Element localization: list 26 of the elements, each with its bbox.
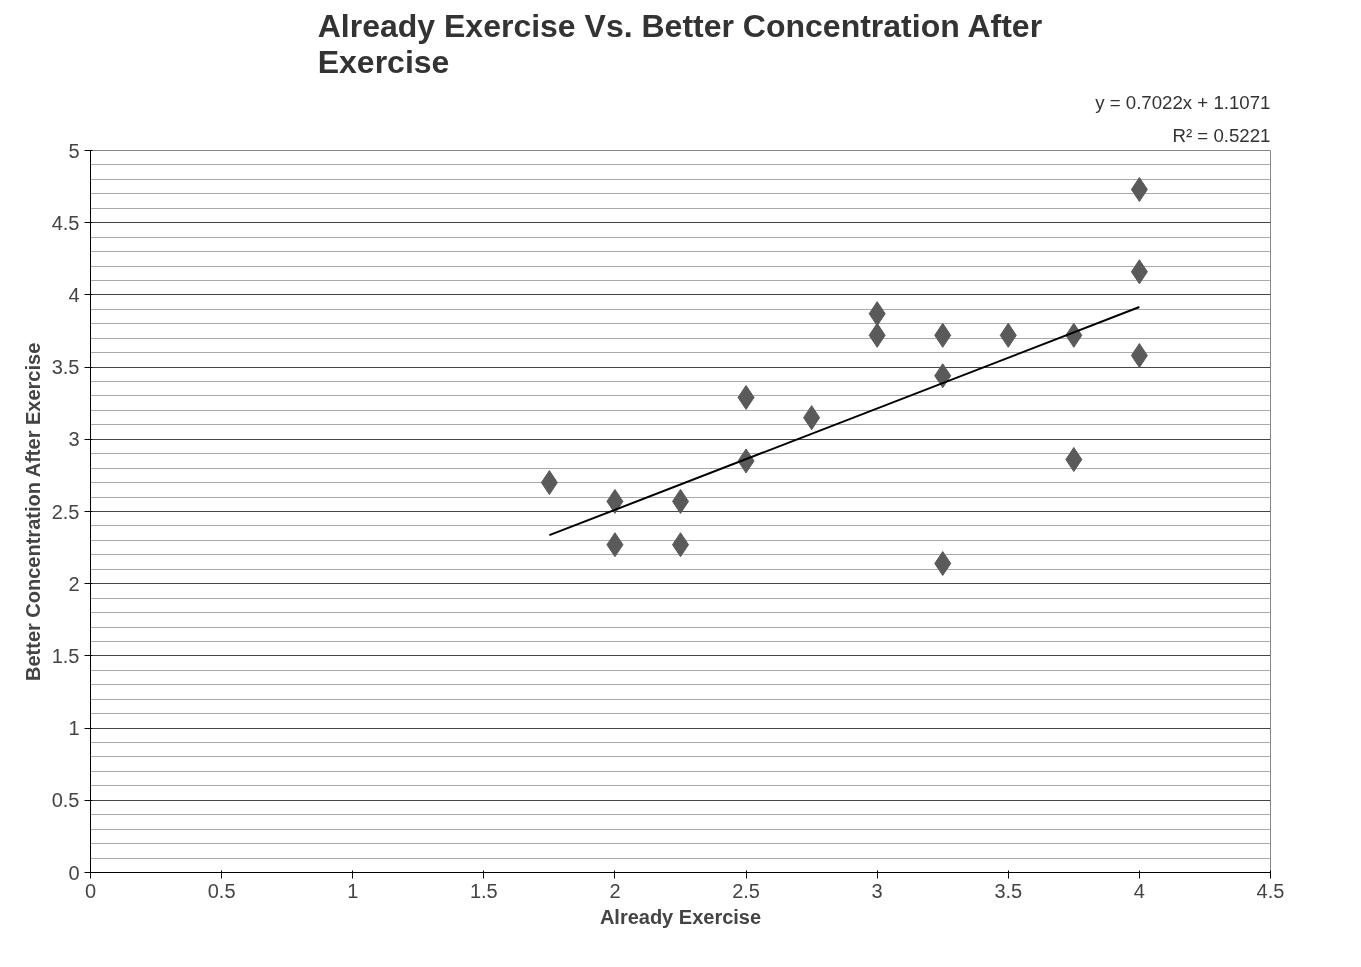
x-tick-label: 0.5 xyxy=(207,879,236,902)
y-tick-label: 2 xyxy=(68,572,80,595)
y-tick-label: 0 xyxy=(68,861,80,884)
x-axis-title: Already Exercise xyxy=(599,905,762,928)
x-tick-label: 1 xyxy=(347,879,359,902)
x-tick-label: 3 xyxy=(871,879,883,902)
y-tick-label: 3.5 xyxy=(51,356,80,379)
text: R² = 0.5221 xyxy=(1172,124,1271,146)
y-tick-label: 3 xyxy=(68,428,80,451)
y-tick-label: 5 xyxy=(68,139,80,162)
text: y = 0.7022x + 1.1071 xyxy=(1095,91,1271,113)
y-tick-label: 2.5 xyxy=(51,500,80,523)
x-tick-label: 2 xyxy=(609,879,621,902)
y-tick-label: 1.5 xyxy=(51,644,80,667)
x-tick-label: 4.5 xyxy=(1256,879,1285,902)
y-axis-title: Better Concentration After Exercise xyxy=(21,342,44,681)
y-tick-label: 4 xyxy=(68,283,80,306)
y-tick-label: 1 xyxy=(68,717,80,740)
x-tick-label: 3.5 xyxy=(994,879,1023,902)
y-tick-label: 0.5 xyxy=(51,789,80,812)
x-tick-label: 4 xyxy=(1133,879,1145,902)
x-tick-label: 1.5 xyxy=(469,879,498,902)
y-tick-label: 4.5 xyxy=(51,211,80,234)
x-tick-label: 0 xyxy=(84,879,97,902)
chart-title: Already Exercise Vs. Better Concentration After Exercise xyxy=(317,7,1043,80)
x-tick-label: 2.5 xyxy=(732,879,760,902)
